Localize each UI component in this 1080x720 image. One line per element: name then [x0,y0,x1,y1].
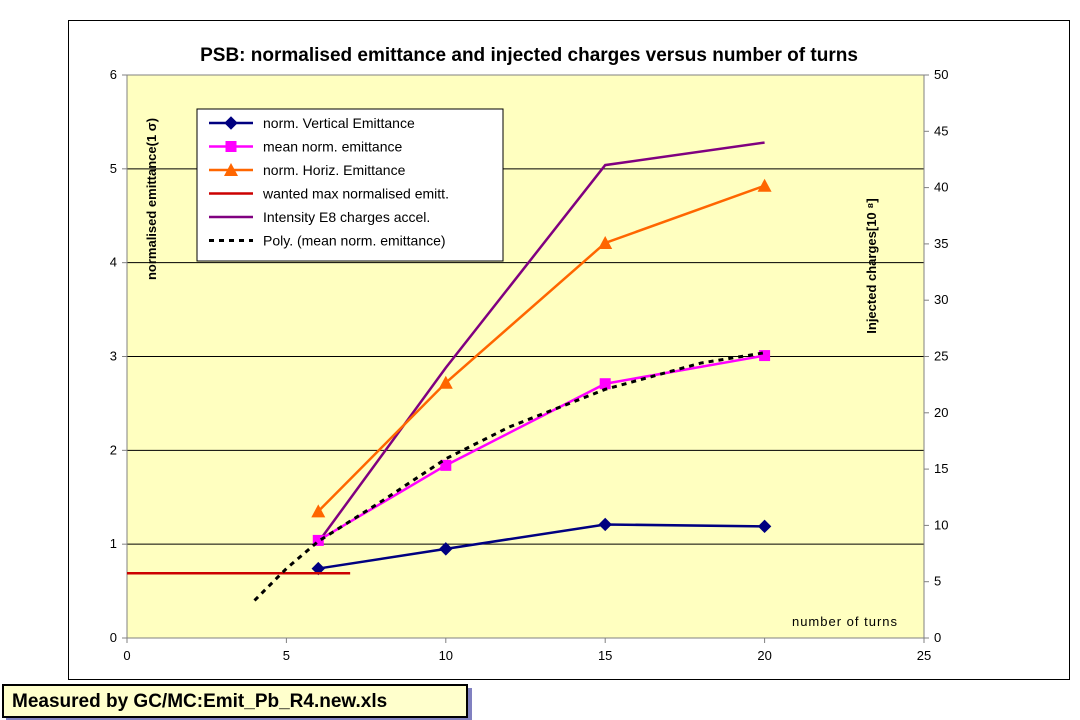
x-tick-label: 15 [598,648,612,663]
legend: norm. Vertical Emittance mean norm. emitt… [196,108,504,262]
legend-label: wanted max normalised emitt. [262,186,449,202]
legend-label: norm. Horiz. Emittance [263,162,406,178]
y2-axis-label: Injected charges[10 ⁸] [864,198,879,333]
legend-marker [225,141,237,152]
chart-frame: PSB: normalised emittance and injected c… [68,20,1070,680]
series-line-0 [318,523,765,570]
legend-label: Intensity E8 charges accel. [263,209,430,225]
data-point-0 [757,519,772,534]
y-tick-label: 2 [110,442,117,457]
legend-marker [224,163,238,176]
series-line-4 [317,141,765,544]
chart-title: PSB: normalised emittance and injected c… [200,45,858,66]
x-tick-label: 0 [123,648,130,663]
y2-tick-label: 35 [934,236,948,251]
y-tick-label: 6 [110,67,117,82]
data-point-1 [599,378,611,390]
source-note-box: Measured by GC/MC:Emit_Pb_R4.new.xls [2,684,468,718]
legend-box [196,108,504,262]
data-point-1 [759,350,771,362]
y-tick-label: 5 [110,161,117,176]
data-point-1 [312,534,324,546]
y-axis-label: normalised emittance(1 σ) [144,118,159,280]
x-tick-label: 10 [439,648,453,663]
legend-marker [224,116,238,130]
data-point-0 [439,542,453,556]
y2-tick-label: 40 [934,180,948,195]
data-point-2 [757,178,772,192]
x-tick-label: 25 [917,648,931,663]
legend-label: norm. Vertical Emittance [263,115,415,131]
y2-tick-label: 30 [934,292,948,307]
data-point-2 [598,235,613,249]
data-point-1 [440,459,452,471]
y2-tick-label: 50 [934,67,948,82]
x-tick-label: 5 [283,648,290,663]
data-point-0 [311,561,325,576]
y2-tick-label: 5 [934,574,941,589]
y-tick-label: 3 [110,349,117,364]
y2-tick-label: 15 [934,461,948,476]
y2-tick-label: 20 [934,405,948,420]
y-tick-label: 4 [110,255,117,270]
data-point-2 [438,375,453,389]
chart-svg: PSB: normalised emittance and injected c… [110,45,949,663]
legend-label: Poly. (mean norm. emittance) [263,233,446,249]
x-tick-label: 20 [757,648,771,663]
y2-tick-label: 10 [934,517,948,532]
data-point-2 [311,504,326,518]
y2-tick-label: 0 [934,630,941,645]
y-tick-label: 1 [110,536,117,551]
series-line-1 [317,354,765,542]
legend-label: mean norm. emittance [263,139,402,155]
data-point-0 [598,517,612,532]
x-axis-label: number of turns [792,614,898,629]
series-line-2 [317,184,766,513]
y2-tick-label: 45 [934,123,948,138]
y2-tick-label: 25 [934,349,948,364]
y-tick-label: 0 [110,630,117,645]
source-note: Measured by GC/MC:Emit_Pb_R4.new.xls [12,691,388,712]
